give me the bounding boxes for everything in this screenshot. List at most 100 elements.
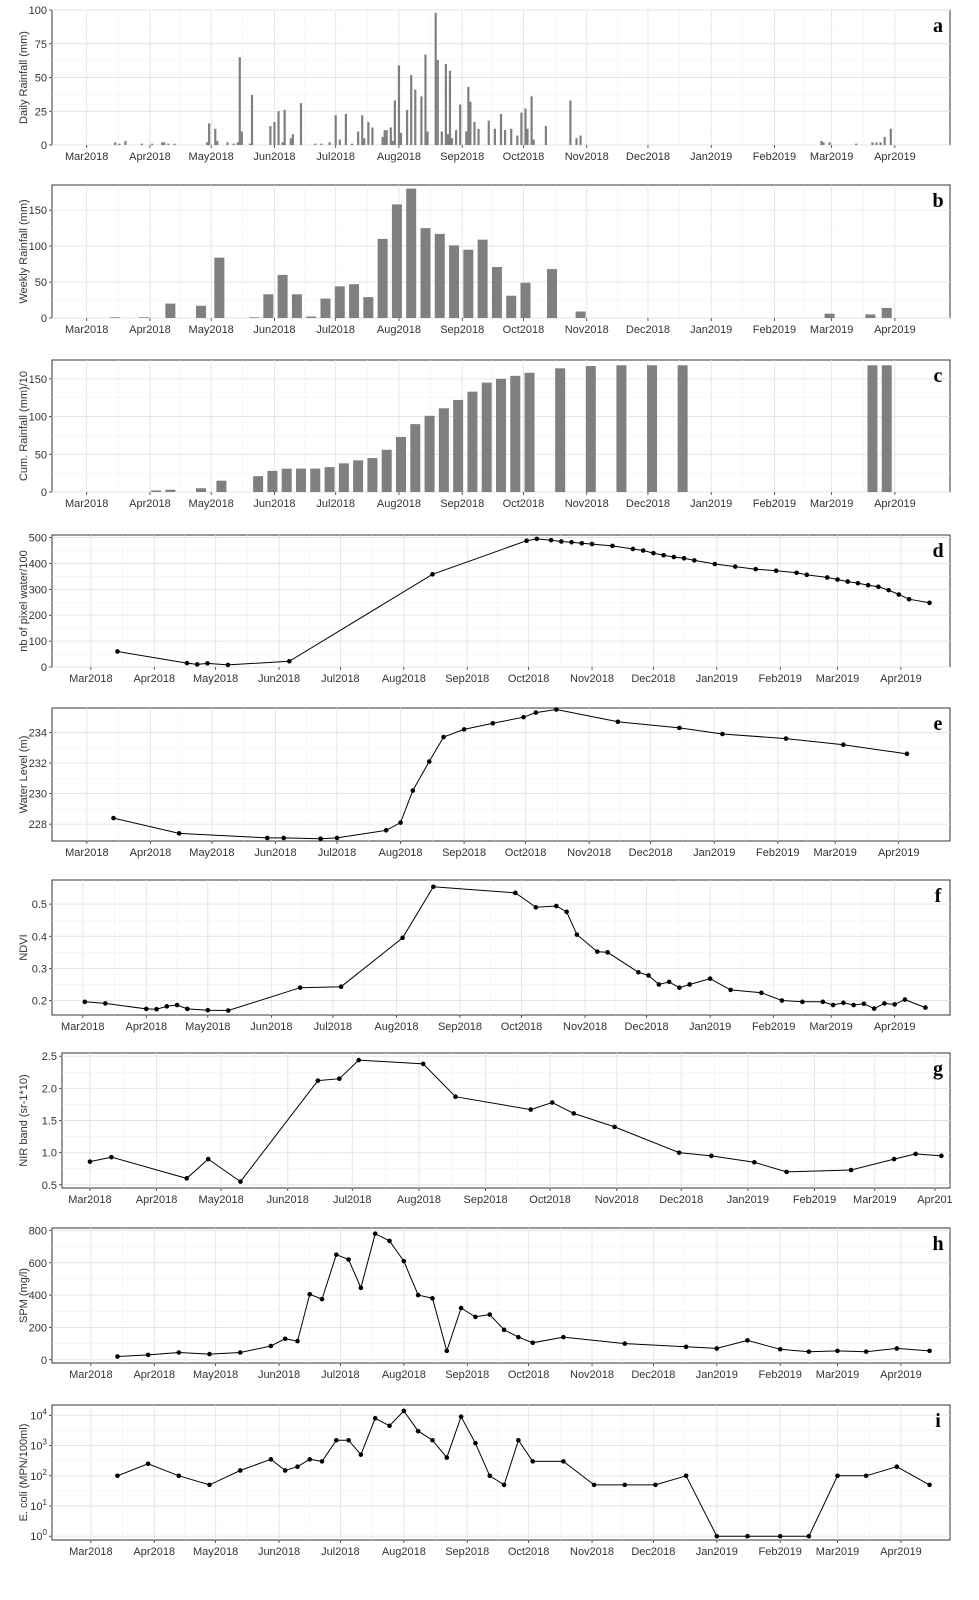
panel-background xyxy=(51,707,951,842)
bar xyxy=(420,96,423,145)
panel-a: 0 25 50 75 100 Mar2018 Apr2018 May2018 Jun2018 Ju… xyxy=(18,5,951,163)
y-tick-label: 200 xyxy=(29,1322,47,1334)
data-point xyxy=(295,1338,300,1344)
data-point xyxy=(548,537,554,543)
data-point xyxy=(145,1461,151,1467)
bar xyxy=(506,295,517,318)
x-tick-label: Mar2019 xyxy=(810,324,853,336)
x-tick-label: Mar2019 xyxy=(813,847,856,859)
series-f xyxy=(82,884,928,1013)
bar xyxy=(410,424,421,492)
y-tick-label: 103 xyxy=(30,1438,47,1453)
y-tick-label: 300 xyxy=(29,584,47,596)
x-tick-label: Mar2019 xyxy=(809,1021,852,1033)
data-point xyxy=(109,1154,114,1160)
series-g xyxy=(87,1057,944,1184)
data-point xyxy=(372,1415,378,1421)
data-point xyxy=(902,997,908,1002)
bar xyxy=(150,143,154,145)
x-tick-label: Jan2019 xyxy=(696,1369,738,1381)
data-point xyxy=(835,1348,840,1354)
data-point xyxy=(307,1291,313,1297)
data-point xyxy=(892,1002,897,1007)
bar xyxy=(383,130,386,145)
data-point xyxy=(358,1285,364,1291)
x-tick-label: Feb2019 xyxy=(758,1369,801,1381)
y-tick-label: 100 xyxy=(29,5,47,17)
data-point xyxy=(513,890,518,896)
x-tick-label: Feb2019 xyxy=(793,1194,836,1206)
data-point xyxy=(595,949,600,954)
x-tick-label: Jan2019 xyxy=(690,498,732,510)
x-tick-label: Oct2018 xyxy=(503,498,545,510)
x-tick-label: Sep2018 xyxy=(464,1194,508,1206)
panel-e: 228 230 232 234 Mar2018 Apr2018 May2018 Jun2018… xyxy=(18,707,951,859)
data-point xyxy=(174,1002,180,1008)
bar xyxy=(397,65,401,145)
y-tick-label: 150 xyxy=(29,374,47,386)
data-point xyxy=(268,1343,274,1349)
data-point xyxy=(528,1107,534,1112)
data-point xyxy=(430,1296,435,1301)
data-point xyxy=(709,1153,714,1159)
panel-b: 0 50 100 150 Mar2018 Apr2018 May2018 Jun2018 Jul… xyxy=(18,184,951,336)
data-point xyxy=(677,725,682,731)
bar xyxy=(424,415,435,492)
data-point xyxy=(356,1057,362,1063)
bar xyxy=(414,89,417,145)
data-point xyxy=(524,538,529,543)
panel-f: 0.2 0.3 0.4 0.5 Mar2018 Apr2018 May2018 Jun2018… xyxy=(18,879,951,1033)
bar xyxy=(467,86,470,145)
data-point xyxy=(185,1006,190,1012)
x-tick-label: Aug2018 xyxy=(377,498,421,510)
x-tick-label: Apr2019 xyxy=(880,673,922,685)
bar xyxy=(349,284,360,318)
data-point xyxy=(927,1482,932,1488)
panel-c: 0 50 100 150 Mar2018 Apr2018 May2018 Jun2018 Jul… xyxy=(18,359,951,510)
data-point xyxy=(387,1423,392,1429)
x-tick-label: Mar2018 xyxy=(65,498,108,510)
data-point xyxy=(315,1078,321,1083)
data-point xyxy=(154,1006,159,1012)
data-point xyxy=(574,932,580,937)
bar xyxy=(824,313,835,318)
x-tick-label: Jan2019 xyxy=(690,324,732,336)
y-tick-label: 0 xyxy=(41,487,47,499)
bar xyxy=(510,128,513,145)
data-point xyxy=(882,1001,887,1006)
x-tick-label: May2018 xyxy=(189,847,234,859)
data-point xyxy=(530,1340,536,1346)
bar xyxy=(320,143,323,145)
bar xyxy=(477,239,488,318)
bar xyxy=(140,143,143,145)
x-tick-label: Aug2018 xyxy=(382,673,426,685)
y-tick-label: 50 xyxy=(35,277,47,289)
bar xyxy=(310,468,321,492)
data-point xyxy=(205,1007,211,1013)
bar xyxy=(453,399,464,492)
x-tick-label: Feb2019 xyxy=(756,847,799,859)
data-point xyxy=(863,1473,869,1479)
panel-letter: a xyxy=(933,15,943,37)
x-tick-label: Apr2019 xyxy=(880,1546,922,1558)
data-point xyxy=(800,999,805,1005)
bar xyxy=(238,57,241,145)
bar xyxy=(579,135,582,145)
data-point xyxy=(533,710,539,715)
y-tick-label: 0.2 xyxy=(32,996,47,1008)
data-point xyxy=(238,1179,243,1184)
data-point xyxy=(759,990,764,996)
bar xyxy=(820,140,823,145)
bar xyxy=(881,365,892,492)
bar xyxy=(357,131,360,145)
x-tick-label: May2018 xyxy=(193,1546,238,1558)
bar xyxy=(248,143,252,145)
y-tick-label: 100 xyxy=(29,412,47,424)
bar xyxy=(367,122,370,145)
bar xyxy=(448,70,452,145)
bar xyxy=(363,297,374,318)
data-point xyxy=(401,1408,407,1414)
data-point xyxy=(334,1252,339,1257)
y-tick-label: 104 xyxy=(30,1407,47,1422)
x-tick-label: Dec2018 xyxy=(631,1369,675,1381)
